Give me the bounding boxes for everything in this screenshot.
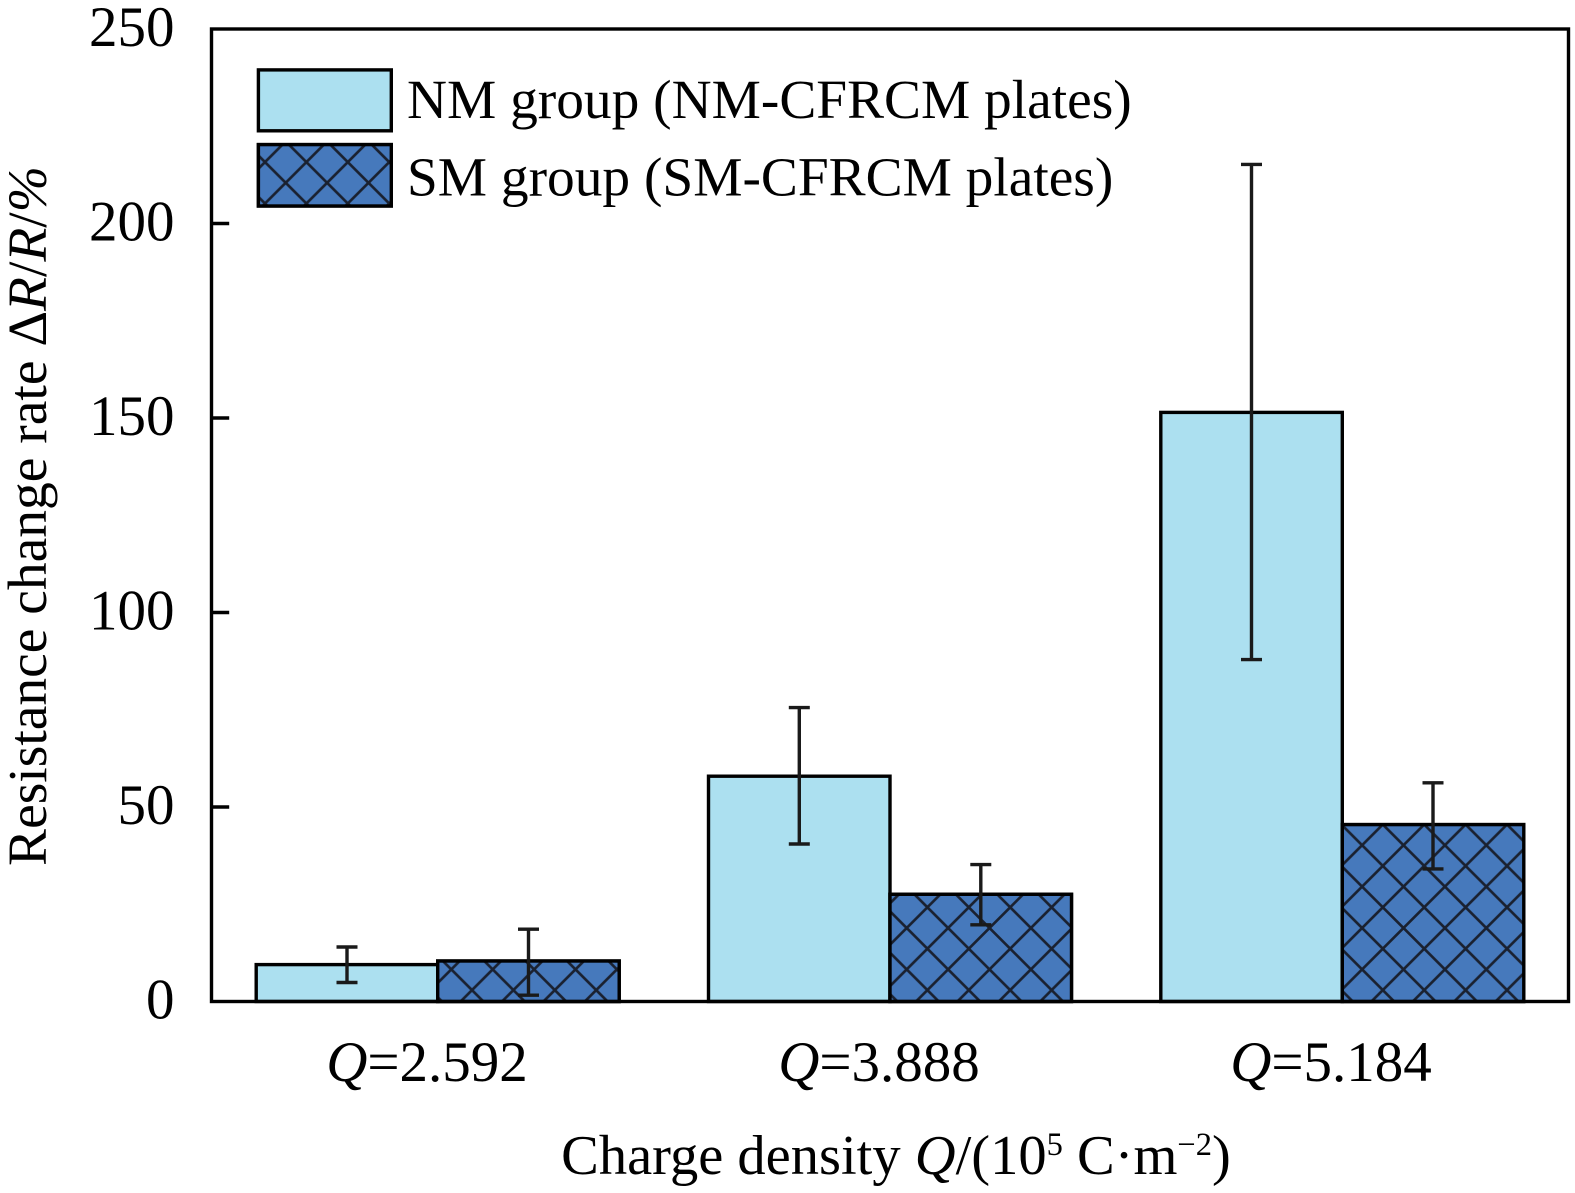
svg-text:150: 150: [89, 385, 175, 448]
svg-text:100: 100: [89, 580, 175, 643]
svg-text:200: 200: [89, 191, 175, 254]
svg-text:Q=2.592: Q=2.592: [326, 1031, 528, 1094]
svg-text:NM group (NM-CFRCM plates): NM group (NM-CFRCM plates): [407, 69, 1132, 130]
svg-text:Q=3.888: Q=3.888: [778, 1031, 980, 1094]
svg-text:SM group (SM-CFRCM plates): SM group (SM-CFRCM plates): [407, 147, 1113, 208]
svg-text:250: 250: [89, 0, 175, 59]
svg-text:0: 0: [146, 969, 175, 1032]
svg-text:50: 50: [118, 774, 175, 837]
svg-text:Q=5.184: Q=5.184: [1230, 1031, 1432, 1094]
svg-text:Charge density Q/(105 C·m−2): Charge density Q/(105 C·m−2): [561, 1125, 1231, 1187]
svg-text:Resistance change rate ΔR/R/%: Resistance change rate ΔR/R/%: [0, 166, 59, 866]
